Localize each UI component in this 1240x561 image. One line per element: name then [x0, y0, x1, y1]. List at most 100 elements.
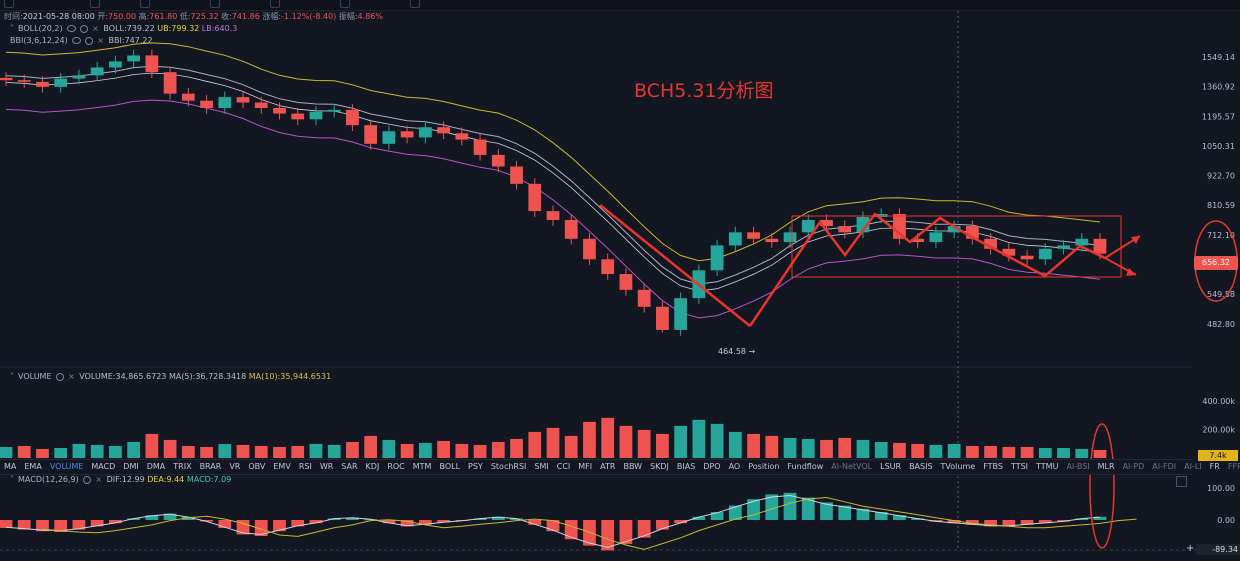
gear-icon[interactable] [85, 36, 94, 45]
add-icon[interactable]: + [1186, 543, 1195, 554]
replay-icon[interactable] [270, 0, 280, 8]
macd-histogram-bar [510, 518, 523, 520]
tab-skdj[interactable]: SKDJ [650, 462, 669, 471]
tab-ao[interactable]: AO [728, 462, 741, 471]
tab-mtm[interactable]: MTM [412, 462, 432, 471]
tab-bias[interactable]: BIAS [676, 462, 696, 471]
tab-kdj[interactable]: KDJ [365, 462, 380, 471]
boll-lb-value: LB:640.3 [201, 24, 238, 33]
tab-boll[interactable]: BOLL [439, 462, 461, 471]
compare-icon[interactable] [140, 0, 150, 8]
macd-legend[interactable]: ˅ MACD(12,26,9) × DIF:12.99 DEA:9.44 MACD… [10, 475, 231, 484]
tab-dma[interactable]: DMA [146, 462, 166, 471]
top-toolbar [0, 0, 1240, 11]
tab-ai-netvol[interactable]: AI-NetVOL [831, 462, 873, 471]
candle-body [874, 214, 888, 217]
tab-ai-fdi[interactable]: AI-FDI [1152, 462, 1177, 471]
screenshot-icon[interactable] [410, 0, 420, 8]
tab-ai-pd[interactable]: AI-PD [1122, 462, 1145, 471]
candle-body [820, 219, 833, 227]
close-icon[interactable]: × [95, 475, 103, 484]
tab-vr[interactable]: VR [229, 462, 241, 471]
tab-cci[interactable]: CCI [556, 462, 571, 471]
tab-ma[interactable]: MA [4, 462, 17, 471]
tab-ai-li[interactable]: AI-LI [1184, 462, 1202, 471]
gear-icon[interactable] [80, 24, 89, 33]
tab-volume[interactable]: VOLUME [49, 462, 84, 471]
tab-roc[interactable]: ROC [387, 462, 405, 471]
close-icon[interactable]: × [92, 24, 99, 33]
volume-bar [893, 442, 906, 458]
tab-sar[interactable]: SAR [341, 462, 358, 471]
chevron-down-icon[interactable]: ˅ [10, 372, 14, 381]
volume-bar [1038, 447, 1052, 458]
tab-basis[interactable]: BASIS [909, 462, 933, 471]
price-tick-label: 922.70 [1207, 172, 1235, 181]
tab-psy[interactable]: PSY [468, 462, 483, 471]
volume-bar [656, 433, 669, 458]
volume-bar [747, 433, 760, 458]
tab-fr[interactable]: FR [1209, 462, 1220, 471]
chevron-down-icon[interactable]: ˅ [10, 24, 14, 33]
alert-icon[interactable] [210, 0, 220, 8]
tab-trix[interactable]: TRIX [173, 462, 192, 471]
volume-bar [929, 444, 943, 458]
tab-brar[interactable]: BRAR [199, 462, 222, 471]
maximize-pane-icon[interactable] [1176, 476, 1187, 487]
candle-body [327, 109, 341, 112]
tab-fundflow[interactable]: Fundflow [787, 462, 824, 471]
tab-wr[interactable]: WR [319, 462, 334, 471]
chevron-down-icon[interactable]: ˅ [10, 475, 14, 484]
volume-legend[interactable]: ˅ VOLUME × VOLUME:34,865.6723 MA(5):36,72… [10, 372, 331, 381]
tab-smi[interactable]: SMI [534, 462, 549, 471]
tab-dmi[interactable]: DMI [123, 462, 139, 471]
boll-legend[interactable]: ˅ BOLL(20,2) × BOLL:739.22 UB:799.32 LB:6… [10, 24, 237, 33]
close-icon[interactable]: × [68, 372, 75, 381]
tab-obv[interactable]: OBV [248, 462, 266, 471]
tab-atr[interactable]: ATR [600, 462, 616, 471]
tab-bbw[interactable]: BBW [623, 462, 643, 471]
gear-icon[interactable] [56, 372, 65, 381]
tab-mfi[interactable]: MFI [578, 462, 593, 471]
tab-position[interactable]: Position [748, 462, 780, 471]
tab-macd[interactable]: MACD [91, 462, 116, 471]
tab-lsur[interactable]: LSUR [880, 462, 902, 471]
annotation-title: BCH5.31分析图 [634, 80, 774, 102]
tab-ema[interactable]: EMA [24, 462, 42, 471]
tab-ttmu[interactable]: TTMU [1036, 462, 1059, 471]
candle-body [309, 111, 323, 120]
macd-histogram-bar [637, 520, 651, 538]
volume-bar [564, 435, 578, 458]
macd-histogram-bar [346, 517, 359, 520]
indicator-icon[interactable] [90, 0, 100, 8]
volume-bar [783, 437, 797, 458]
close-icon[interactable]: × [97, 36, 104, 45]
tab-mlr[interactable]: MLR [1097, 462, 1115, 471]
bbi-legend[interactable]: BBI(3,6,12,24) × BBI:747.22 [10, 36, 153, 45]
boll-upper-line [5, 42, 1101, 262]
eye-icon[interactable] [67, 25, 77, 32]
gear-icon[interactable] [83, 475, 92, 484]
macd-histogram-bar [309, 520, 323, 524]
volume-bar [874, 441, 888, 458]
settings-icon[interactable] [340, 0, 350, 8]
candle-body [291, 113, 305, 120]
layout-icon[interactable] [4, 0, 14, 8]
eye-icon[interactable] [72, 37, 82, 44]
tab-stochrsi[interactable]: StochRSI [490, 462, 527, 471]
tab-ftbs[interactable]: FTBS [983, 462, 1003, 471]
tab-tvolume[interactable]: TVolume [940, 462, 976, 471]
candle-body [200, 100, 213, 108]
candle-body [984, 238, 997, 249]
candle-body [929, 232, 943, 243]
tab-ttsi[interactable]: TTSI [1010, 462, 1029, 471]
volume-bar [619, 425, 633, 458]
tab-emv[interactable]: EMV [273, 462, 291, 471]
volume-bar [437, 440, 450, 458]
tab-ffr[interactable]: FFR [1227, 462, 1240, 471]
candle-body [109, 61, 122, 68]
tab-rsi[interactable]: RSI [298, 462, 312, 471]
tab-ai-bsi[interactable]: AI-BSI [1066, 462, 1090, 471]
tab-dpo[interactable]: DPO [703, 462, 721, 471]
